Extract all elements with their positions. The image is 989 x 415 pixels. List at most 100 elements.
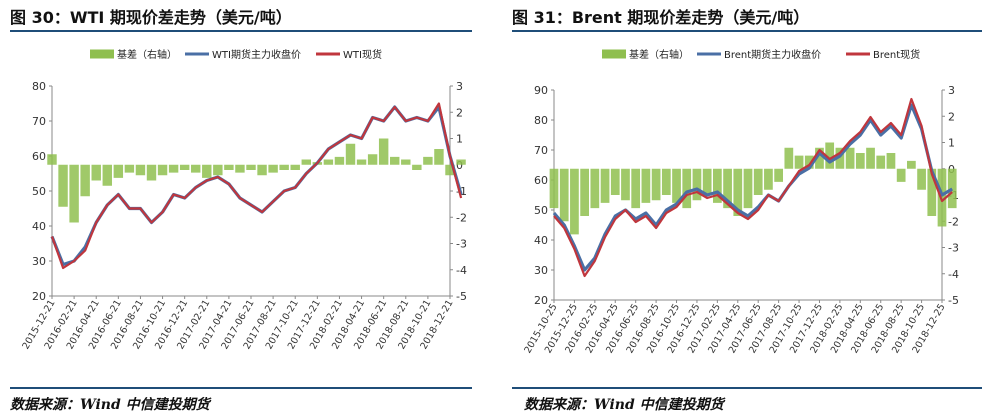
wti-legend-label: 基差（右轴）	[117, 48, 177, 61]
wti-right-tick-label: 3	[456, 80, 463, 93]
wti-spot-line	[50, 102, 463, 270]
wti-basis-bar	[390, 156, 400, 165]
brent-basis-bar	[764, 168, 773, 190]
brent-bottom-rule	[512, 387, 982, 389]
brent-legend-label: Brent现货	[873, 48, 920, 61]
wti-title-rule	[10, 30, 472, 32]
brent-basis-bar	[600, 168, 610, 203]
brent-basis-bar	[804, 155, 814, 169]
brent-right-tick-label: 1	[948, 137, 955, 150]
brent-basis-bar	[570, 168, 579, 235]
wti-right-tick-label: -5	[456, 290, 467, 303]
brent-right-tick-label: -4	[948, 268, 959, 281]
wti-legend-label: WTI现货	[343, 48, 382, 61]
wti-right-tick-label: -3	[456, 238, 467, 251]
brent-basis-bar	[559, 168, 569, 222]
wti-basis-bar	[423, 156, 433, 165]
brent-basis-bar	[937, 168, 947, 227]
wti-panel: 图 30：WTI 期现价差走势（美元/吨） 基差（右轴） WTI期货主力收盘价 WT…	[10, 0, 472, 415]
brent-basis-bar	[723, 168, 732, 209]
wti-basis-bar	[146, 164, 157, 181]
brent-basis-bar	[815, 147, 824, 169]
brent-basis-bar	[825, 142, 835, 169]
brent-title-rule	[512, 30, 982, 32]
wti-basis-bar	[124, 164, 135, 173]
brent-basis-bar	[651, 168, 661, 201]
brent-basis-bar	[672, 168, 681, 203]
wti-right-tick-label: 0	[456, 159, 463, 172]
brent-right-tick-label: 3	[948, 84, 955, 97]
brent-legend: 基差（右轴） Brent期货主力收盘价 Brent现货	[602, 48, 920, 61]
wti-basis-bar	[213, 164, 223, 176]
wti-basis-bar	[345, 143, 356, 165]
wti-basis-bar	[224, 164, 234, 170]
wti-basis-bar	[157, 164, 168, 176]
brent-futures-line	[552, 103, 954, 272]
wti-basis-bar	[235, 164, 245, 173]
brent-basis-bar	[917, 168, 926, 190]
brent-basis-bar	[784, 147, 794, 169]
brent-basis-bar	[927, 168, 937, 216]
wti-right-tick-label: 2	[456, 106, 463, 119]
brent-chart: 基差（右轴） Brent期货主力收盘价 Brent现货 20 30 40 50 60 70 80 9…	[522, 48, 959, 355]
wti-basis-bar	[246, 164, 256, 170]
wti-left-tick-label: 40	[32, 220, 46, 233]
wti-basis-bar	[456, 159, 466, 165]
wti-basis-bar	[367, 154, 378, 165]
brent-basis-bar	[692, 168, 702, 201]
wti-left-tick-label: 60	[32, 150, 46, 163]
brent-left-tick-label: 90	[534, 84, 548, 97]
wti-basis-bar	[102, 164, 112, 186]
brent-left-tick-label: 20	[534, 294, 548, 307]
brent-basis-bar	[907, 160, 916, 169]
brent-basis-bar	[835, 147, 845, 169]
brent-basis-bar	[580, 168, 589, 216]
brent-source-note: 数据来源：Wind 中信建投期货	[524, 397, 724, 413]
brent-basis-bar	[866, 147, 875, 169]
brent-right-tick-label: 2	[948, 110, 955, 123]
wti-basis-bar	[191, 164, 201, 173]
brent-basis-bar	[855, 153, 865, 169]
wti-basis-bar	[257, 164, 267, 176]
brent-basis-bar	[661, 168, 671, 195]
brent-legend-label: Brent期货主力收盘价	[724, 48, 821, 61]
brent-spot-line	[553, 97, 953, 278]
brent-legend-swatch	[697, 52, 721, 56]
wti-basis-bar	[378, 138, 389, 165]
wti-basis-bar	[202, 164, 212, 178]
brent-left-tick-label: 80	[534, 114, 548, 127]
brent-panel: 图 31：Brent 期现价差走势（美元/吨） 基差（右轴） Brent期货主力收…	[512, 0, 982, 415]
wti-right-tick-label: 1	[456, 133, 463, 146]
wti-basis-bar	[301, 159, 311, 165]
wti-legend-label: WTI期货主力收盘价	[212, 48, 301, 61]
wti-basis-bar	[356, 159, 367, 165]
wti-left-tick-label: 20	[32, 290, 46, 303]
brent-left-tick-label: 60	[534, 174, 548, 187]
brent-left-tick-label: 40	[534, 234, 548, 247]
brent-left-tick-label: 30	[534, 264, 548, 277]
brent-basis-bar	[713, 168, 722, 203]
brent-basis-bar	[794, 155, 804, 169]
wti-basis-bars	[47, 138, 466, 223]
brent-basis-bar	[743, 168, 753, 209]
wti-legend: 基差（右轴） WTI期货主力收盘价 WTI现货	[90, 48, 382, 61]
wti-left-tick-label: 70	[32, 115, 46, 128]
wti-basis-bar	[268, 164, 278, 173]
brent-right-tick-label: -2	[948, 215, 959, 228]
wti-basis-bar	[168, 164, 179, 173]
wti-basis-bar	[80, 164, 90, 197]
brent-basis-bar	[682, 168, 692, 209]
wti-left-tick-label: 30	[32, 255, 46, 268]
wti-basis-bar	[412, 164, 422, 170]
wti-legend-swatch	[185, 52, 209, 56]
brent-basis-bar	[641, 168, 651, 203]
wti-legend-swatch	[316, 52, 340, 56]
brent-basis-bar	[947, 168, 957, 209]
wti-right-tick-label: -4	[456, 264, 467, 277]
wti-bottom-rule	[10, 387, 472, 389]
wti-source-note: 数据来源：Wind 中信建投期货	[10, 397, 210, 413]
wti-legend-swatch	[90, 49, 114, 59]
brent-basis-bar	[774, 168, 783, 182]
brent-basis-bar	[876, 155, 886, 169]
brent-basis-bar	[590, 168, 600, 209]
